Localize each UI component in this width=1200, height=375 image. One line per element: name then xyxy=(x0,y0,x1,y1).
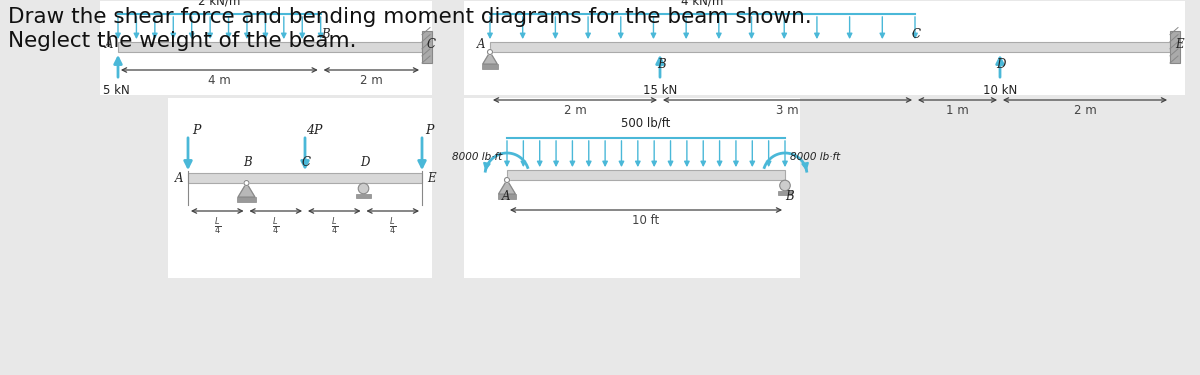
Text: P: P xyxy=(192,123,200,136)
Text: 4 kN/m: 4 kN/m xyxy=(682,0,724,7)
FancyBboxPatch shape xyxy=(464,98,800,278)
Text: C: C xyxy=(301,156,311,170)
FancyBboxPatch shape xyxy=(118,42,422,52)
Text: C: C xyxy=(912,27,920,40)
Text: B: B xyxy=(785,189,793,202)
Text: $\frac{L}{4}$: $\frac{L}{4}$ xyxy=(389,215,396,237)
Text: 2 m: 2 m xyxy=(360,74,383,87)
FancyBboxPatch shape xyxy=(188,173,422,183)
FancyBboxPatch shape xyxy=(778,191,792,195)
Text: E: E xyxy=(427,171,436,184)
Text: 4 m: 4 m xyxy=(208,74,230,87)
Circle shape xyxy=(504,177,510,183)
Polygon shape xyxy=(499,180,516,194)
Text: P: P xyxy=(425,123,433,136)
Circle shape xyxy=(244,180,250,186)
Text: 2 m: 2 m xyxy=(1074,104,1097,117)
FancyBboxPatch shape xyxy=(100,1,432,95)
Text: A: A xyxy=(476,39,485,51)
FancyBboxPatch shape xyxy=(508,170,785,180)
Text: E: E xyxy=(1175,39,1183,51)
Text: D: D xyxy=(996,57,1006,70)
Text: B: B xyxy=(244,156,252,170)
Circle shape xyxy=(780,180,791,191)
Text: D: D xyxy=(360,156,370,170)
Circle shape xyxy=(487,50,492,54)
Text: 8000 lb·ft: 8000 lb·ft xyxy=(790,152,840,162)
Text: Neglect the weight of the beam.: Neglect the weight of the beam. xyxy=(8,31,356,51)
Text: B: B xyxy=(656,57,665,70)
FancyBboxPatch shape xyxy=(238,197,256,202)
FancyBboxPatch shape xyxy=(498,194,516,199)
Text: B: B xyxy=(322,27,330,40)
Circle shape xyxy=(359,183,368,194)
Text: $\frac{L}{4}$: $\frac{L}{4}$ xyxy=(214,215,221,237)
Text: 3 m: 3 m xyxy=(776,104,799,117)
Text: Draw the shear force and bending moment diagrams for the beam shown.: Draw the shear force and bending moment … xyxy=(8,7,811,27)
FancyBboxPatch shape xyxy=(464,1,1186,95)
Text: $\frac{L}{4}$: $\frac{L}{4}$ xyxy=(331,215,338,237)
Text: 10 kN: 10 kN xyxy=(983,84,1018,97)
Text: 15 kN: 15 kN xyxy=(643,84,677,97)
FancyBboxPatch shape xyxy=(482,64,498,69)
Text: A: A xyxy=(104,39,113,51)
Polygon shape xyxy=(238,183,254,197)
Text: 5 kN: 5 kN xyxy=(103,84,130,97)
Text: A: A xyxy=(502,189,510,202)
Text: 10 ft: 10 ft xyxy=(632,214,660,227)
FancyBboxPatch shape xyxy=(1170,31,1180,63)
Text: C: C xyxy=(426,39,436,51)
FancyBboxPatch shape xyxy=(422,31,432,63)
Text: 1 m: 1 m xyxy=(946,104,968,117)
Text: $\frac{L}{4}$: $\frac{L}{4}$ xyxy=(272,215,280,237)
Text: A: A xyxy=(175,171,184,184)
Text: 500 lb/ft: 500 lb/ft xyxy=(622,117,671,130)
Text: 2 kN/m: 2 kN/m xyxy=(198,0,240,7)
Text: 4P: 4P xyxy=(306,123,322,136)
FancyBboxPatch shape xyxy=(490,42,1170,52)
FancyBboxPatch shape xyxy=(356,194,371,198)
Text: 2 m: 2 m xyxy=(564,104,587,117)
FancyBboxPatch shape xyxy=(168,98,432,278)
Text: 8000 lb·ft: 8000 lb·ft xyxy=(451,152,502,162)
Polygon shape xyxy=(482,52,497,64)
